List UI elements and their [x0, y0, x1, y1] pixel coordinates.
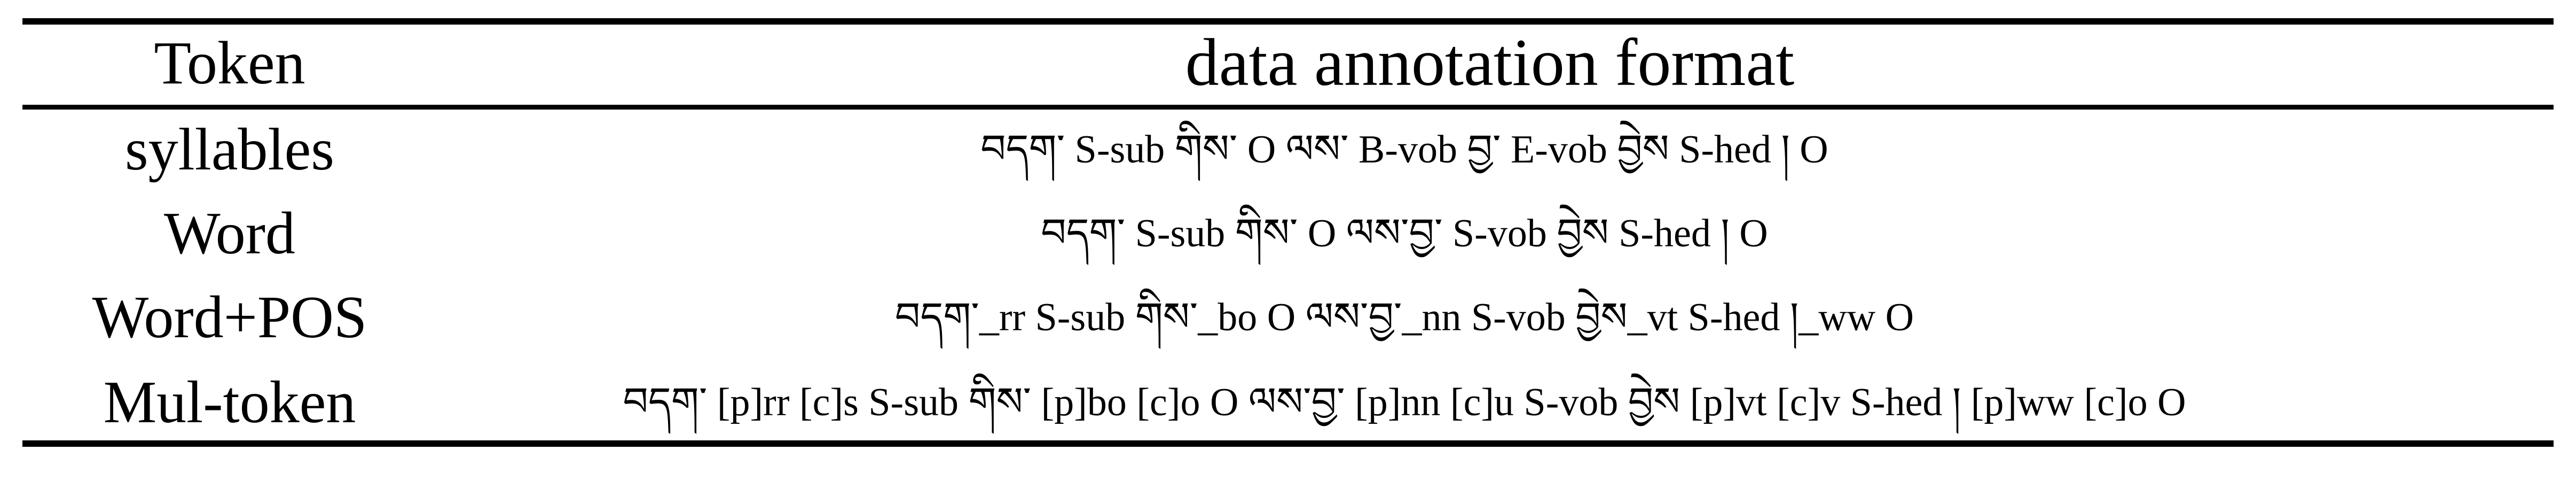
header-annotation-format: data annotation format [1185, 26, 1795, 100]
row-format-word-pos: བདག་_rr S-sub གིས་_bo O ལས་བྱ་_nn S-vob … [894, 296, 1914, 339]
row-format-mul-token: བདག་ [p]rr [c]s S-sub གིས་ [p]bo [c]o O … [623, 381, 2186, 424]
table-header-rule [22, 105, 2554, 110]
table-bottom-rule [22, 440, 2554, 447]
row-format-word: བདག་ S-sub གིས་ O ལས་བྱ་ S-vob བྱེས S-he… [1041, 212, 1768, 255]
row-label-word: Word [163, 200, 296, 267]
row-label-syllables: syllables [125, 117, 334, 183]
table-top-rule [22, 18, 2554, 25]
row-format-syllables: བདག་ S-sub གིས་ O ལས་ B-vob བྱ་ E-vob བྱ… [980, 128, 1828, 172]
header-token: Token [154, 29, 305, 97]
row-label-mul-token: Mul-token [103, 369, 356, 436]
row-label-word-pos: Word+POS [92, 284, 367, 351]
